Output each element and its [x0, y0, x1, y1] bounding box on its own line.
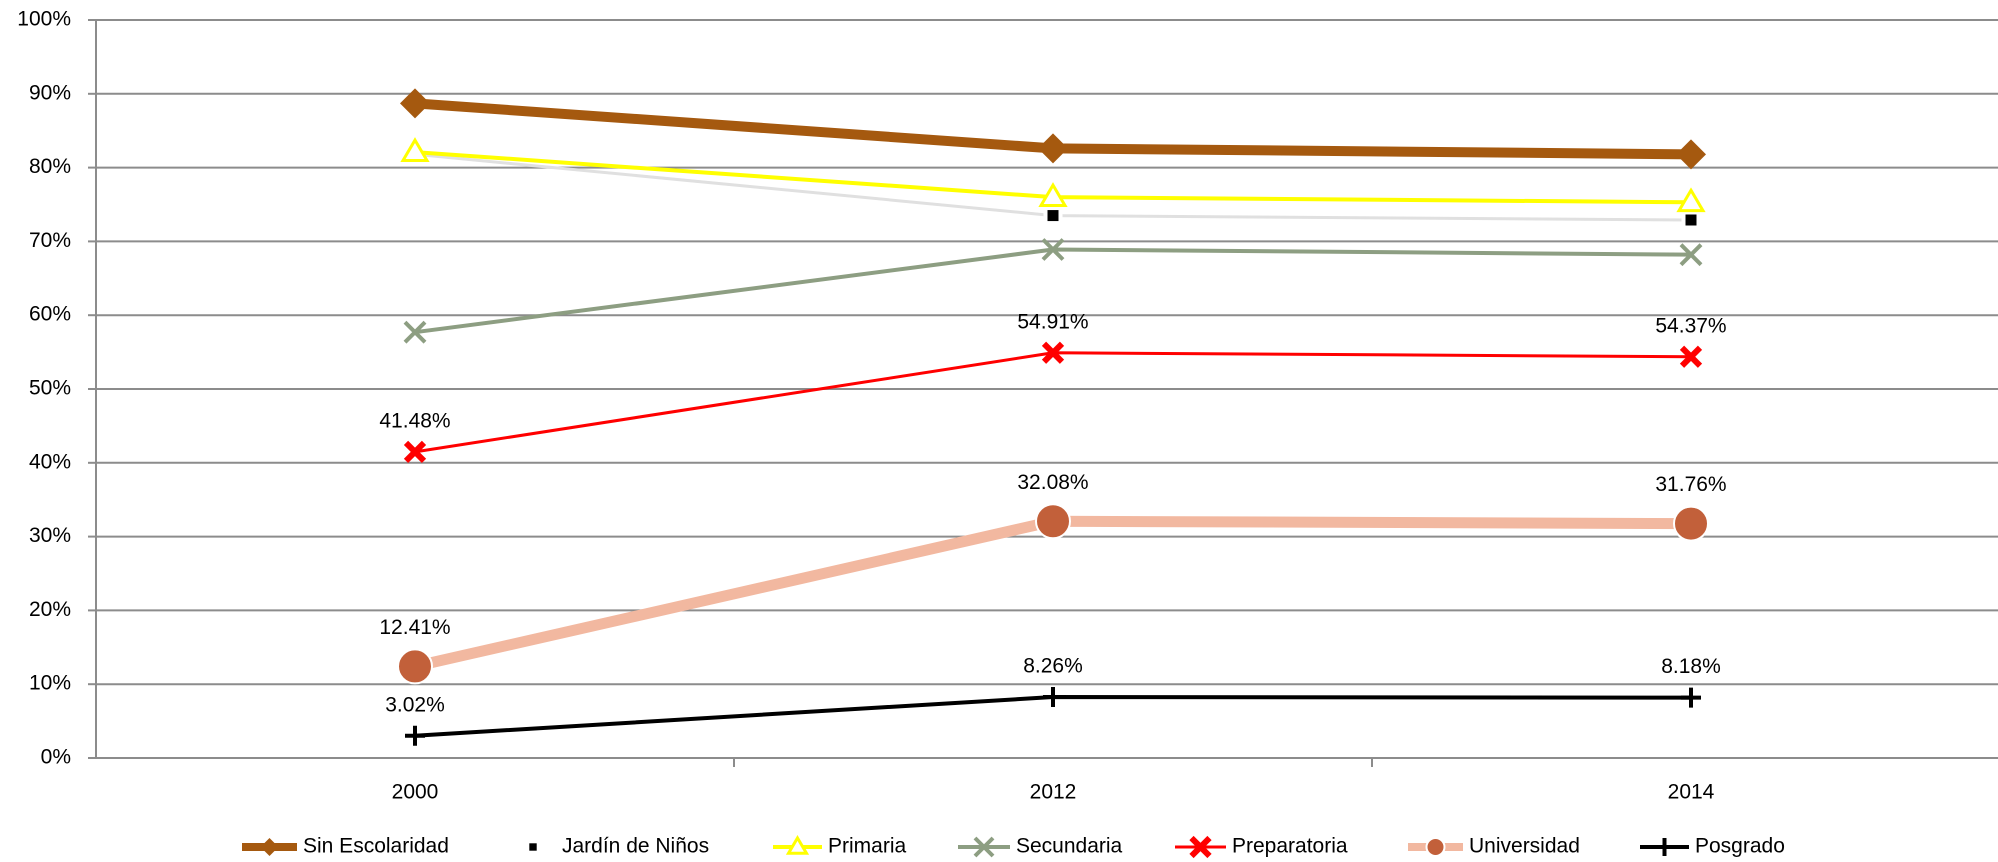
data-label: 54.37%: [1655, 314, 1726, 337]
marker: [1038, 182, 1068, 208]
marker: [1655, 838, 1674, 856]
y-tick-label: 20%: [29, 598, 71, 621]
marker: [1425, 837, 1446, 857]
marker: [397, 648, 433, 685]
marker: [1038, 133, 1068, 164]
marker: [400, 137, 430, 163]
marker: [1043, 687, 1063, 708]
series: 3.02% 8.26% 8.18%: [385, 655, 1721, 746]
series: 41.48% 54.91% 54.37%: [379, 310, 1727, 463]
legend-item: Preparatoria: [1175, 835, 1348, 859]
data-label: 8.18%: [1661, 655, 1721, 678]
legend-label: Preparatoria: [1232, 835, 1348, 858]
marker: [1676, 187, 1706, 213]
series-line: [413, 351, 1693, 454]
y-tick-label: 90%: [29, 81, 71, 104]
legend-label: Jardín de Niños: [562, 835, 709, 858]
data-label: 8.26%: [1023, 655, 1083, 678]
y-tick-label: 100%: [17, 8, 71, 31]
data-label: 12.41%: [379, 616, 450, 639]
marker: [403, 440, 427, 463]
marker: [1676, 139, 1706, 170]
marker: [400, 88, 430, 119]
legend-item: Primaria: [773, 835, 906, 858]
marker: [1189, 835, 1212, 859]
marker: [1041, 341, 1065, 364]
marker: [1673, 505, 1709, 542]
marker: [1043, 206, 1063, 226]
legend-label: Secundaria: [1016, 835, 1123, 858]
series: [403, 238, 1703, 344]
x-tick-label: 2014: [1668, 781, 1715, 804]
data-label: 3.02%: [385, 693, 445, 716]
legend-item: Sin Escolaridad: [242, 835, 449, 858]
data-label: 41.48%: [379, 409, 450, 432]
marker: [1681, 687, 1701, 708]
legend-item: Jardín de Niños: [525, 835, 709, 858]
y-tick-label: 70%: [29, 229, 71, 252]
marker: [525, 839, 541, 855]
marker: [1681, 210, 1701, 230]
y-tick-label: 40%: [29, 450, 71, 473]
legend-label: Sin Escolaridad: [303, 835, 449, 858]
marker: [260, 838, 279, 856]
legend-item: Universidad: [1408, 835, 1580, 858]
marker: [405, 725, 425, 746]
series-line: [409, 515, 1697, 672]
marker: [1679, 243, 1703, 267]
marker: [785, 835, 810, 855]
legend-label: Posgrado: [1695, 835, 1785, 858]
x-tick-label: 2000: [392, 781, 439, 804]
y-tick-label: 50%: [29, 377, 71, 400]
legend-item: Secundaria: [958, 835, 1123, 858]
y-tick-label: 60%: [29, 303, 71, 326]
legend-item: Posgrado: [1640, 835, 1785, 858]
x-tick-label: 2012: [1030, 781, 1077, 804]
data-label: 54.91%: [1017, 310, 1088, 333]
y-tick-label: 0%: [41, 746, 71, 769]
y-tick-label: 30%: [29, 524, 71, 547]
series: 12.41% 32.08% 31.76%: [379, 471, 1727, 685]
y-tick-label: 80%: [29, 155, 71, 178]
marker: [973, 836, 995, 858]
marker: [1679, 345, 1703, 368]
series: [400, 137, 1706, 213]
marker: [1041, 238, 1065, 261]
marker: [403, 320, 427, 344]
data-label: 32.08%: [1017, 471, 1088, 494]
legend-label: Primaria: [828, 835, 906, 858]
y-tick-label: 10%: [29, 672, 71, 695]
series: [400, 88, 1706, 170]
legend-label: Universidad: [1469, 835, 1580, 858]
data-label: 31.76%: [1655, 473, 1726, 496]
marker: [1035, 503, 1071, 540]
